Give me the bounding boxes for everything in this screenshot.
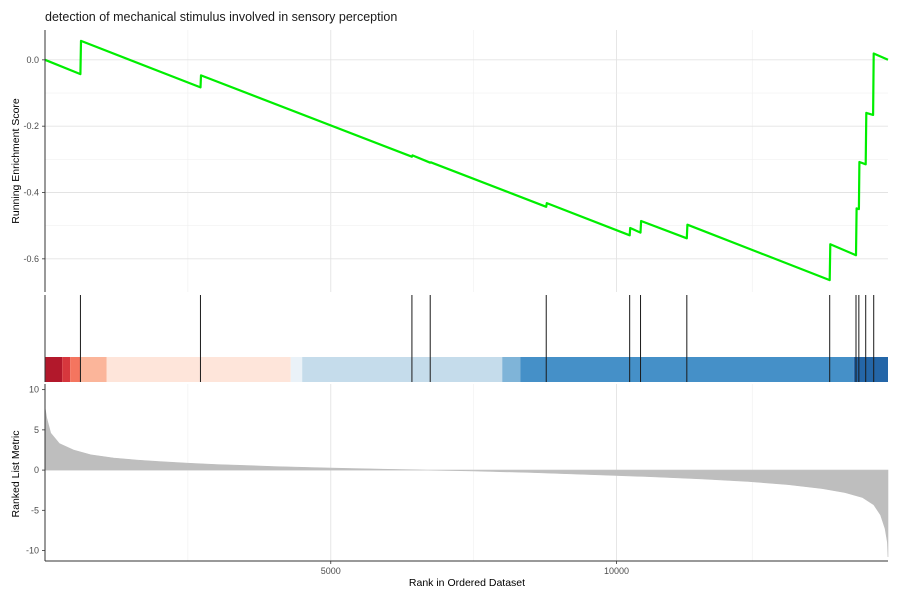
heat-strip-segment — [502, 357, 521, 382]
x-axis-label: Rank in Ordered Dataset — [409, 577, 525, 589]
y-tick-label: -0.4 — [23, 188, 39, 198]
y-tick-label: -0.2 — [23, 121, 39, 131]
heat-strip-segment — [302, 357, 503, 382]
ranked-metric-panel: 10 5 0 -5 -10 5000 10000 — [26, 384, 889, 576]
y-tick-label: 10 — [29, 385, 39, 395]
running-score-line — [44, 39, 889, 282]
running-score-ylabel: Running Enrichment Score — [10, 98, 22, 224]
y-tick-label: 5 — [34, 425, 39, 435]
heat-strip-segment — [62, 357, 71, 382]
y-tick-label: -0.6 — [23, 254, 39, 264]
ranked-metric-ylabel: Ranked List Metric — [10, 431, 22, 518]
heat-strip-segment — [290, 357, 303, 382]
y-tick-label: -10 — [26, 546, 39, 556]
heat-strip-segment — [106, 357, 291, 382]
running-score-panel: 0.0 -0.2 -0.4 -0.6 — [23, 30, 889, 292]
heat-strip-segment — [70, 357, 81, 382]
heat-strip-segment — [853, 357, 888, 382]
heat-strip-segment — [45, 357, 63, 382]
gene-hit-panel — [44, 295, 888, 382]
x-tick-label: 10000 — [604, 566, 629, 576]
chart-title: detection of mechanical stimulus involve… — [45, 10, 397, 24]
heat-strip-segment — [80, 357, 107, 382]
x-tick-label: 5000 — [321, 566, 341, 576]
y-tick-label: 0 — [34, 465, 39, 475]
ranked-metric-area — [44, 407, 889, 558]
y-tick-label: 0.0 — [26, 55, 39, 65]
y-tick-label: -5 — [31, 505, 39, 515]
